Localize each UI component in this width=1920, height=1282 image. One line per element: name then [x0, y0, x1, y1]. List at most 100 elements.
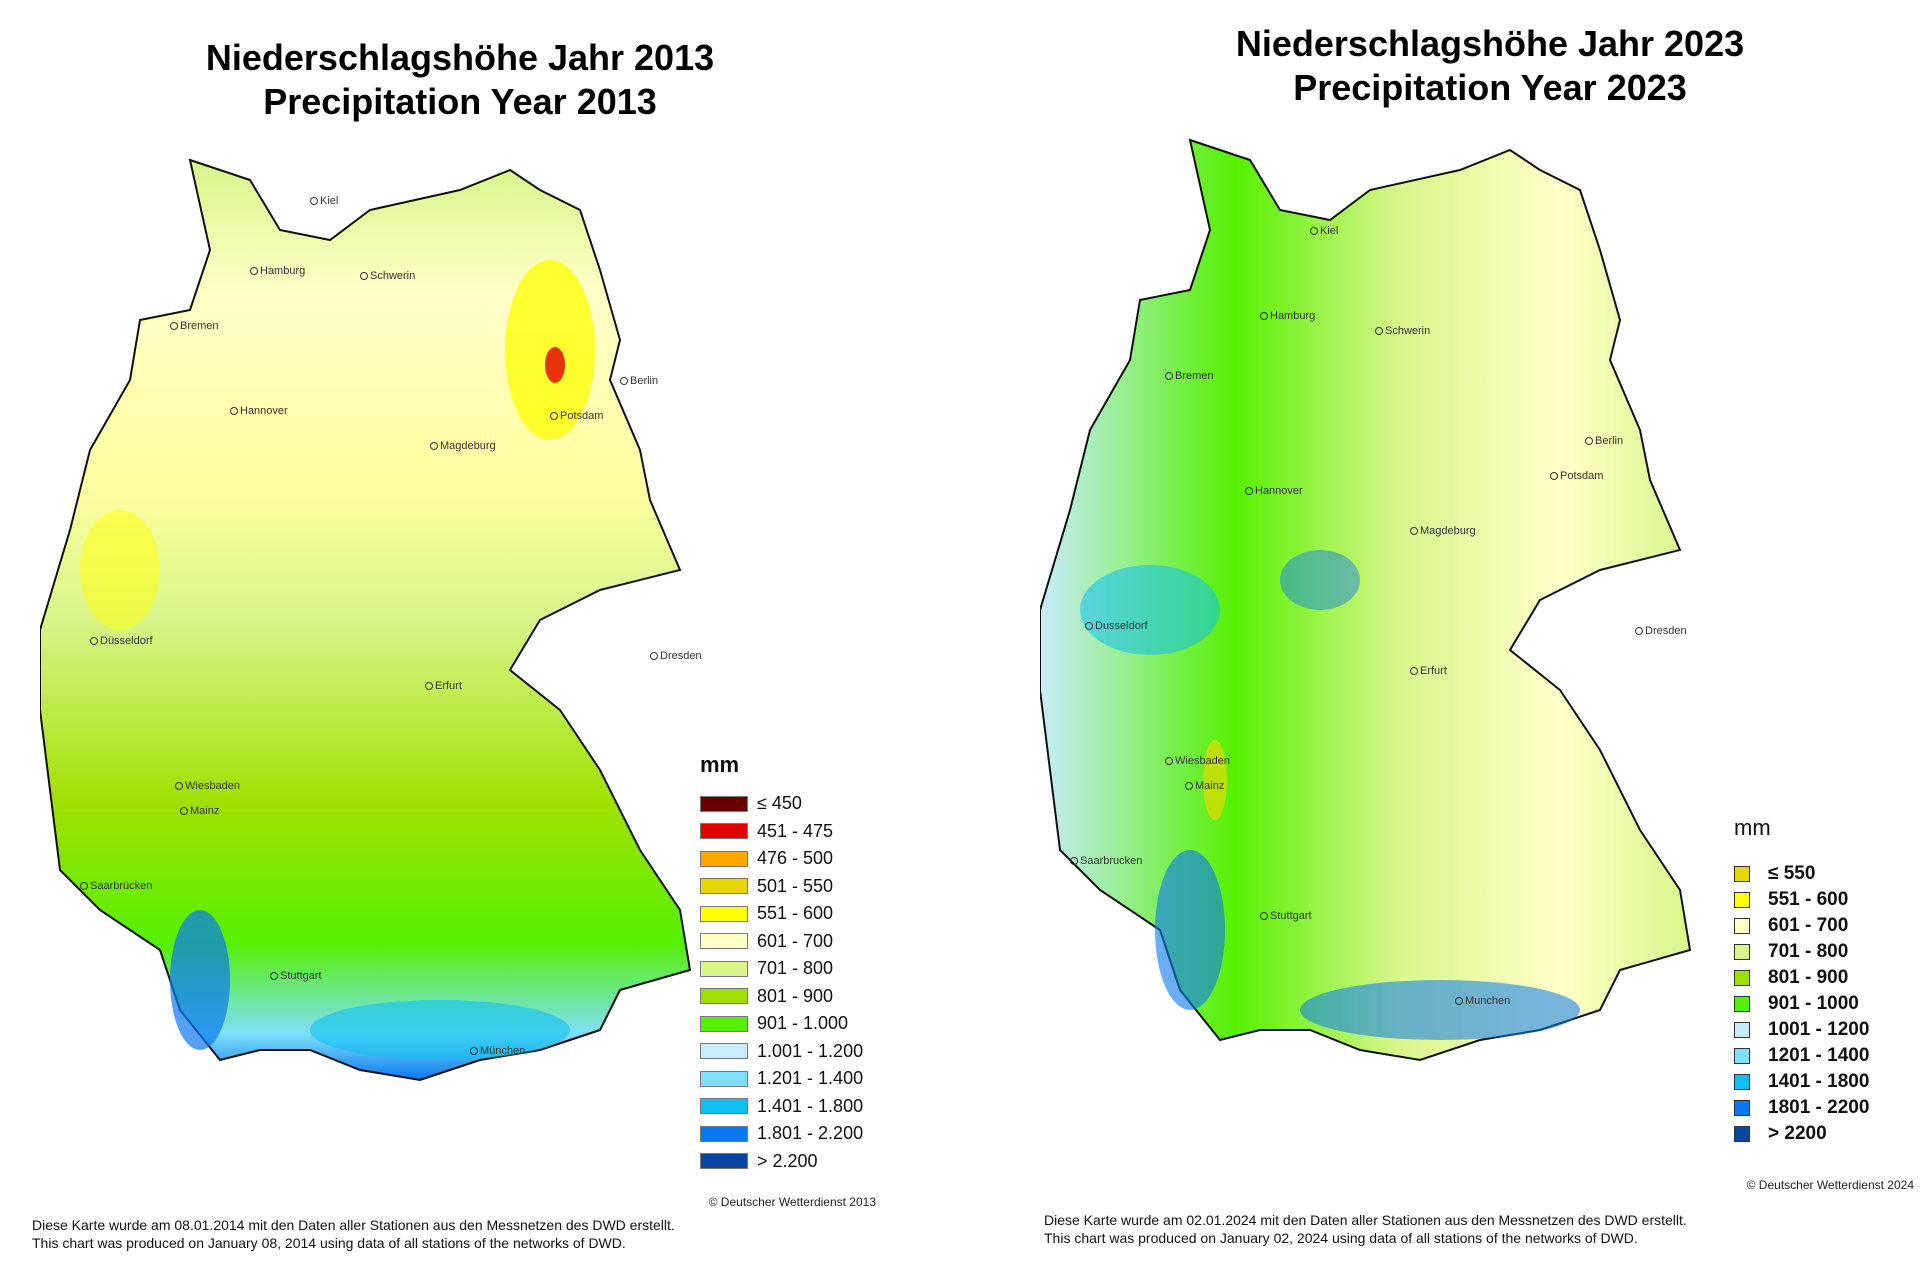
city-marker: Düsseldorf: [90, 635, 153, 647]
footnote-2023: Diese Karte wurde am 02.01.2024 mit den …: [1044, 1211, 1687, 1247]
legend-label: 601 - 700: [757, 930, 834, 951]
city-marker: Wiesbaden: [175, 780, 240, 792]
legend-swatch: [700, 795, 748, 812]
legend-swatch: [700, 878, 748, 895]
city-label: Kiel: [1320, 225, 1339, 237]
city-dot-icon: [1070, 857, 1078, 866]
city-label: Schwerin: [1385, 325, 1431, 337]
city-dot-icon: [425, 682, 433, 691]
map-panel-2013: Niederschlagshöhe Jahr 2013 Precipitatio…: [32, 37, 876, 1251]
city-marker: Stuttgart: [1260, 910, 1312, 922]
legend-swatch: [1734, 1100, 1750, 1116]
city-label: Wiesbaden: [185, 780, 241, 792]
legend-item: 1401 - 1800: [1734, 1069, 1869, 1095]
legend-swatch: [1734, 970, 1750, 986]
city-dot-icon: [1375, 327, 1383, 336]
legend-item: 551 - 600: [700, 900, 863, 928]
city-marker: Wiesbaden: [1165, 755, 1230, 767]
city-dot-icon: [1310, 227, 1318, 236]
legend-label: 1001 - 1200: [1768, 1019, 1870, 1040]
footnote-english: This chart was produced on January 02, 2…: [1044, 1230, 1638, 1246]
city-marker: Magdeburg: [430, 440, 496, 452]
legend-label: ≤ 550: [1768, 863, 1816, 884]
city-dot-icon: [1410, 667, 1418, 676]
legend-label: 1.801 - 2.200: [757, 1123, 864, 1144]
legend-swatch: [700, 905, 748, 922]
city-label: Stuttgart: [1270, 910, 1312, 922]
city-marker: Hannover: [230, 405, 288, 417]
city-label: Dusseldorf: [1095, 620, 1148, 632]
legend-item: 901 - 1000: [1734, 991, 1869, 1017]
legend-item: 901 - 1.000: [700, 1010, 863, 1038]
legend-item: 801 - 900: [700, 983, 863, 1011]
legend-swatch: [700, 1098, 748, 1115]
city-label: Düsseldorf: [100, 635, 153, 647]
legend-label: > 2.200: [757, 1150, 818, 1171]
city-dot-icon: [270, 972, 278, 981]
legend-label: 1.401 - 1.800: [757, 1095, 864, 1116]
germany-map-shape: [40, 158, 692, 1082]
map-panel-2023: Niederschlagshöhe Jahr 2023 Precipitatio…: [960, 0, 1920, 1282]
legend-unit: mm: [1734, 815, 1771, 840]
city-dot-icon: [310, 197, 318, 206]
city-label: Munchen: [1465, 995, 1511, 1007]
city-dot-icon: [1185, 782, 1193, 791]
legend-item: 551 - 600: [1734, 887, 1869, 913]
city-dot-icon: [650, 652, 658, 661]
city-label: Dresden: [660, 650, 702, 662]
city-dot-icon: [1085, 622, 1093, 631]
city-marker: Potsdam: [1550, 470, 1603, 482]
footnote-german: Diese Karte wurde am 02.01.2024 mit den …: [1044, 1212, 1687, 1228]
legend-label: > 2200: [1768, 1123, 1827, 1144]
copyright-2013: © Deutscher Wetterdienst 2013: [708, 1195, 876, 1209]
legend-swatch: [700, 1070, 748, 1087]
city-marker: Magdeburg: [1410, 525, 1476, 537]
city-dot-icon: [1260, 312, 1268, 321]
legend-item: 476 - 500: [700, 845, 863, 873]
legend-swatch: [1734, 1074, 1750, 1090]
city-marker: Kiel: [1310, 225, 1338, 237]
city-label: Schwerin: [370, 270, 416, 282]
city-dot-icon: [90, 637, 98, 646]
city-label: Stuttgart: [280, 970, 322, 982]
city-marker: Hamburg: [250, 265, 305, 277]
city-label: Potsdam: [560, 410, 604, 422]
germany-map-shape: [1040, 138, 1692, 1062]
city-dot-icon: [1260, 912, 1268, 921]
footnote-german: Diese Karte wurde am 08.01.2014 mit den …: [32, 1217, 675, 1233]
legend-label: 1401 - 1800: [1768, 1071, 1870, 1092]
germany-precipitation-map-2013: Kiel Hamburg Schwerin Bremen Berlin Hannover P…: [40, 150, 840, 1170]
city-label: München: [480, 1045, 526, 1057]
legend-swatch: [1734, 918, 1750, 934]
legend-label: 1.201 - 1.400: [757, 1068, 864, 1089]
legend-label: 901 - 1.000: [757, 1013, 849, 1034]
city-label: Kiel: [320, 195, 339, 207]
city-dot-icon: [360, 272, 368, 281]
city-label: Bremen: [180, 320, 219, 332]
city-label: Hamburg: [1270, 310, 1316, 322]
city-marker: Berlin: [620, 375, 658, 387]
city-marker: Stuttgart: [270, 970, 322, 982]
city-label: Magdeburg: [1420, 525, 1476, 537]
legend-2023: mm ≤ 550 551 - 600 601 - 700 701 - 800 801 -…: [1734, 815, 1869, 1147]
legend-swatch: [1734, 866, 1750, 882]
city-label: Saarbrücken: [90, 880, 153, 892]
city-marker: Bremen: [1165, 370, 1214, 382]
city-label: Potsdam: [1560, 470, 1604, 482]
title-english: Precipitation Year 2013: [263, 81, 657, 122]
legend-label: 701 - 800: [1768, 941, 1849, 962]
city-dot-icon: [1550, 472, 1558, 481]
legend-label: 801 - 900: [1768, 967, 1849, 988]
legend-swatch: [700, 988, 748, 1005]
city-dot-icon: [230, 407, 238, 416]
city-marker: Bremen: [170, 320, 219, 332]
title-german: Niederschlagshöhe Jahr 2023: [1235, 23, 1745, 64]
footnote-english: This chart was produced on January 08, 2…: [32, 1235, 626, 1251]
legend-label: 501 - 550: [757, 875, 834, 896]
city-marker: Hamburg: [1260, 310, 1315, 322]
city-marker: Potsdam: [550, 410, 603, 422]
legend-swatch: [700, 960, 748, 977]
city-dot-icon: [170, 322, 178, 331]
city-dot-icon: [250, 267, 258, 276]
legend-item: 601 - 700: [700, 928, 863, 956]
